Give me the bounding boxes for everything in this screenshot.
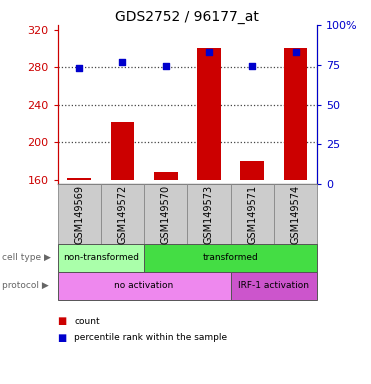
Point — [293, 49, 299, 55]
Text: GSM149569: GSM149569 — [74, 185, 84, 243]
Text: count: count — [74, 316, 100, 326]
Text: ■: ■ — [58, 333, 67, 343]
Text: protocol ▶: protocol ▶ — [2, 281, 49, 290]
Text: no activation: no activation — [114, 281, 174, 290]
Text: percentile rank within the sample: percentile rank within the sample — [74, 333, 227, 342]
Point — [206, 49, 212, 55]
Point — [76, 65, 82, 71]
Bar — [154, 172, 178, 180]
Text: GSM149572: GSM149572 — [118, 184, 127, 244]
Text: non-transformed: non-transformed — [63, 253, 139, 262]
Bar — [240, 161, 264, 180]
Text: transformed: transformed — [203, 253, 259, 262]
Text: ■: ■ — [58, 316, 67, 326]
Text: GSM149571: GSM149571 — [247, 185, 257, 243]
Title: GDS2752 / 96177_at: GDS2752 / 96177_at — [115, 10, 259, 24]
Text: IRF-1 activation: IRF-1 activation — [239, 281, 309, 290]
Point — [163, 63, 169, 70]
Text: GSM149574: GSM149574 — [290, 185, 301, 243]
Bar — [67, 178, 91, 180]
Bar — [284, 48, 308, 180]
Text: GSM149570: GSM149570 — [161, 185, 171, 243]
Bar — [197, 48, 221, 180]
Point — [119, 58, 125, 65]
Text: cell type ▶: cell type ▶ — [2, 253, 51, 262]
Bar — [111, 121, 134, 180]
Point — [249, 63, 255, 70]
Text: GSM149573: GSM149573 — [204, 185, 214, 243]
